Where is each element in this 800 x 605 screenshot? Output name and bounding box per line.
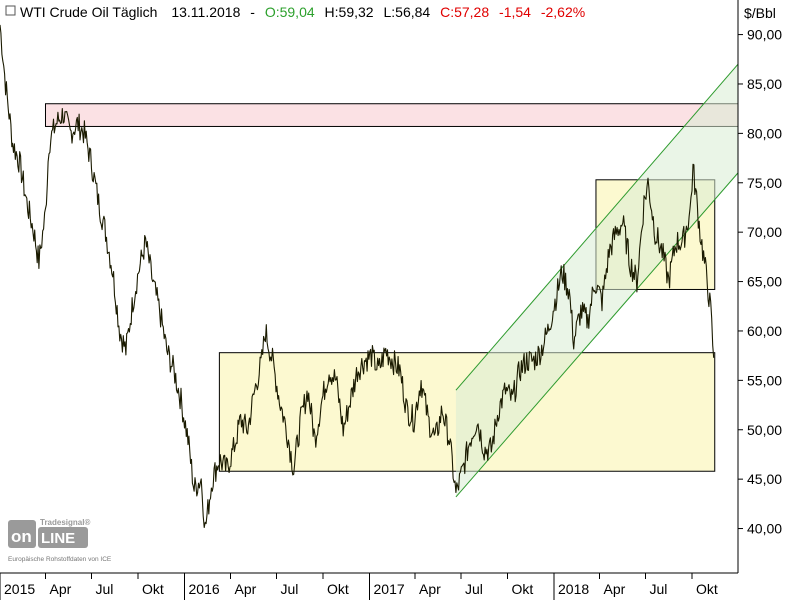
chart-header-title: WTI Crude Oil Täglich 13.11.2018 - O:59,… <box>20 4 585 20</box>
logo-badge-line <box>38 527 88 548</box>
x-tick-label: Apr <box>603 581 625 597</box>
y-tick-label: 90,00 <box>747 27 782 43</box>
x-tick-label: Apr <box>49 581 71 597</box>
uptrend-channel-fill <box>455 64 738 497</box>
x-tick-label: Jul <box>465 581 483 597</box>
y-tick-label: 55,00 <box>747 372 782 388</box>
logo-on-text: on <box>11 527 32 546</box>
x-tick-label: Apr <box>234 581 256 597</box>
price-layer <box>0 24 715 529</box>
chart-header-icon[interactable] <box>5 5 16 16</box>
x-tick-label: 2015 <box>4 581 35 597</box>
x-tick-label: 2018 <box>558 581 589 597</box>
symbol-title: WTI Crude Oil Täglich <box>20 4 157 20</box>
quote-date: 13.11.2018 <box>171 4 240 20</box>
open-value: O:59,04 <box>265 4 315 20</box>
data-source-note: Europäische Rohstoffdaten von ICE <box>8 556 112 563</box>
high-value: H:59,32 <box>325 4 374 20</box>
uptrend-channel-upper-line <box>455 63 739 391</box>
low-value: L:56,84 <box>383 4 430 20</box>
y-axis: 40,00 45,00 50,00 55,00 60,00 65,00 70,00 75,00… <box>738 27 782 537</box>
chart-header: WTI Crude Oil Täglich 13.11.2018 - O:59,… <box>5 4 776 21</box>
x-tick-label: Jul <box>649 581 667 597</box>
y-tick-label: 85,00 <box>747 76 782 92</box>
x-tick-label: Okt <box>512 581 534 597</box>
x-tick-label: 2017 <box>374 581 405 597</box>
annotation-layer <box>44 63 739 498</box>
y-tick-label: 50,00 <box>747 422 782 438</box>
close-value: C:57,28 <box>440 4 489 20</box>
uptrend-channel-lower-line <box>455 172 739 498</box>
y-tick-label: 60,00 <box>747 323 782 339</box>
logo-line-text: LINE <box>41 530 75 547</box>
logo-badge-on <box>8 520 36 548</box>
y-tick-label: 70,00 <box>747 224 782 240</box>
x-tick-label: Jul <box>95 581 113 597</box>
x-tick-label: Okt <box>327 581 349 597</box>
x-tick-label: Apr <box>419 581 441 597</box>
price-line <box>0 24 715 529</box>
y-tick-label: 45,00 <box>747 471 782 487</box>
y-tick-label: 75,00 <box>747 175 782 191</box>
unit-label: $/Bbl <box>744 5 776 21</box>
x-tick-label: Okt <box>696 581 718 597</box>
change-value: -1,54 <box>499 4 531 20</box>
y-tick-label: 65,00 <box>747 274 782 290</box>
x-axis: 2015 Apr Jul Okt 2016 Apr Jul Okt 2017 Apr Jul Okt 2… <box>0 573 718 600</box>
x-tick-label: Okt <box>142 581 164 597</box>
logo-tradesignal-text: Tradesignal® <box>40 518 90 527</box>
change-percent: -2,62% <box>541 4 585 20</box>
x-tick-label: 2016 <box>189 581 220 597</box>
x-tick-label: Jul <box>280 581 298 597</box>
tradesignal-logo: on LINE Tradesignal® Europäische Rohstof… <box>8 518 112 563</box>
y-tick-label: 80,00 <box>747 125 782 141</box>
y-tick-label: 40,00 <box>747 521 782 537</box>
resistance-zone <box>44 103 739 127</box>
separator-dash: - <box>250 4 255 20</box>
